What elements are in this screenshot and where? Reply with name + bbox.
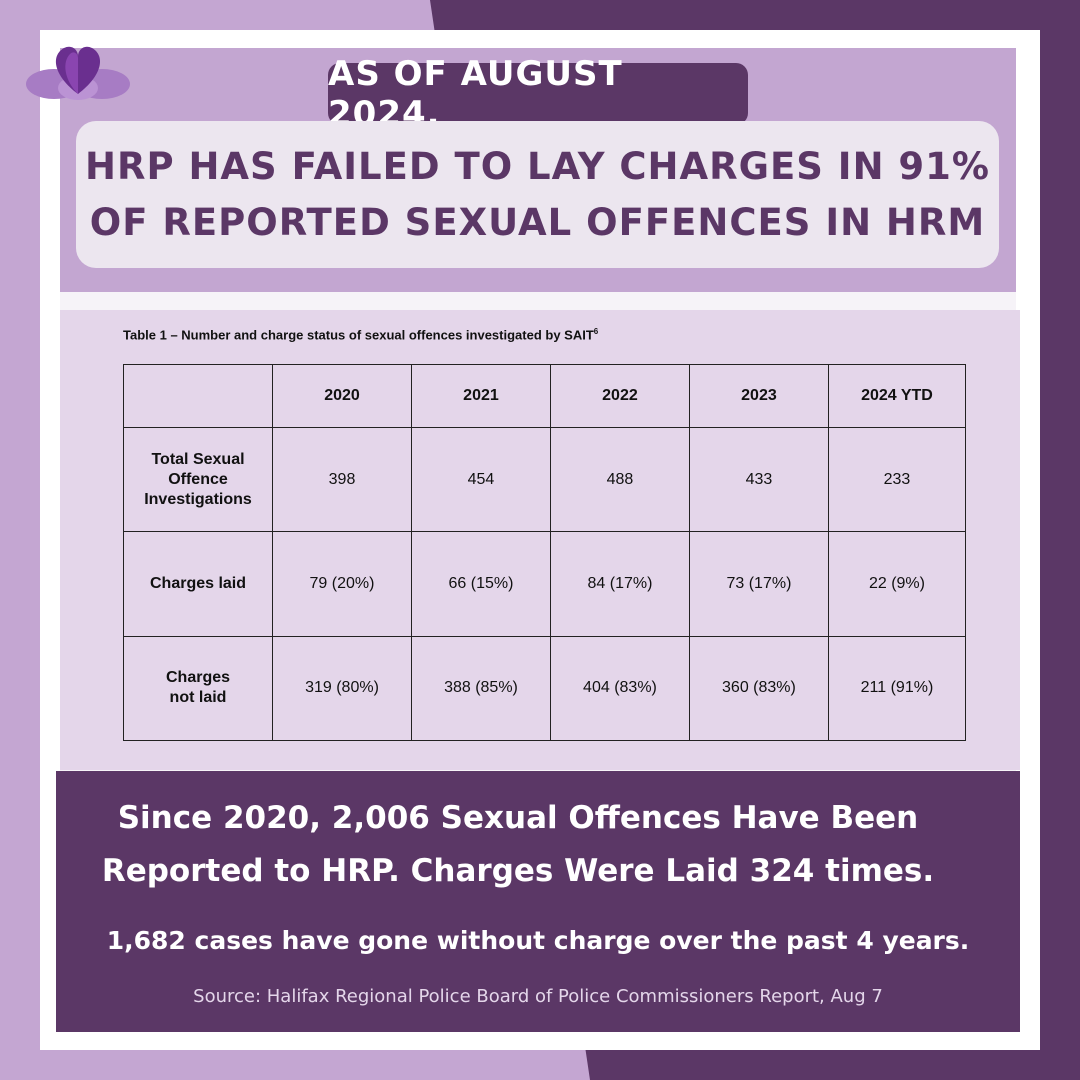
column-header: 2022 — [549, 363, 690, 429]
source-citation: Source: Halifax Regional Police Board of… — [193, 986, 883, 1007]
table-cell: 488 — [549, 427, 690, 533]
table-row: Charges not laid 319 (80%) 388 (85%) 404… — [123, 635, 967, 742]
table-caption: Table 1 – Number and charge status of se… — [123, 327, 599, 343]
heart-hands-icon — [26, 46, 130, 100]
row-label-charges-laid: Charges laid — [123, 531, 273, 637]
table-cell: 398 — [272, 427, 412, 533]
column-header: 2023 — [688, 363, 829, 429]
table-cell: 233 — [827, 427, 967, 533]
summary-line-3: 1,682 cases have gone without charge ove… — [106, 926, 970, 955]
footer-panel — [56, 771, 1020, 1032]
column-header: 2024 YTD — [827, 363, 967, 429]
summary-line-2: Reported to HRP. Charges Were Laid 324 t… — [101, 853, 935, 889]
table-cell: 66 (15%) — [410, 531, 551, 637]
row-label-total: Total Sexual Offence Investigations — [123, 427, 273, 533]
summary-line-1: Since 2020, 2,006 Sexual Offences Have B… — [117, 800, 919, 836]
column-header: 2021 — [410, 363, 551, 429]
row-label-charges-not-laid: Charges not laid — [123, 635, 273, 742]
table-cell: 79 (20%) — [272, 531, 412, 637]
table-cell: 319 (80%) — [272, 635, 412, 742]
headline-line-1: HRP HAS FAILED TO LAY CHARGES IN 91% — [85, 144, 990, 188]
table-header-row: 2020 2021 2022 2023 2024 YTD — [123, 363, 967, 429]
table-cell: 84 (17%) — [549, 531, 690, 637]
date-kicker-pill: AS OF AUGUST 2024, — [328, 54, 748, 134]
table-corner-cell — [123, 363, 273, 429]
headline-pill: HRP HAS FAILED TO LAY CHARGES IN 91% OF … — [76, 121, 999, 268]
table-cell: 404 (83%) — [549, 635, 690, 742]
caption-footnote: 6 — [593, 327, 599, 336]
table-row: Total Sexual Offence Investigations 398 … — [123, 427, 967, 533]
table-cell: 211 (91%) — [827, 635, 967, 742]
headline-line-2: OF REPORTED SEXUAL OFFENCES IN HRM — [89, 200, 986, 244]
column-header: 2020 — [272, 363, 412, 429]
table-cell: 454 — [410, 427, 551, 533]
table-cell: 22 (9%) — [827, 531, 967, 637]
table-row: Charges laid 79 (20%) 66 (15%) 84 (17%) … — [123, 531, 967, 637]
table-cell: 73 (17%) — [688, 531, 829, 637]
table-cell: 433 — [688, 427, 829, 533]
table-cell: 388 (85%) — [410, 635, 551, 742]
table-cell: 360 (83%) — [688, 635, 829, 742]
charge-status-table: 2020 2021 2022 2023 2024 YTD Total Sexua… — [123, 363, 967, 742]
